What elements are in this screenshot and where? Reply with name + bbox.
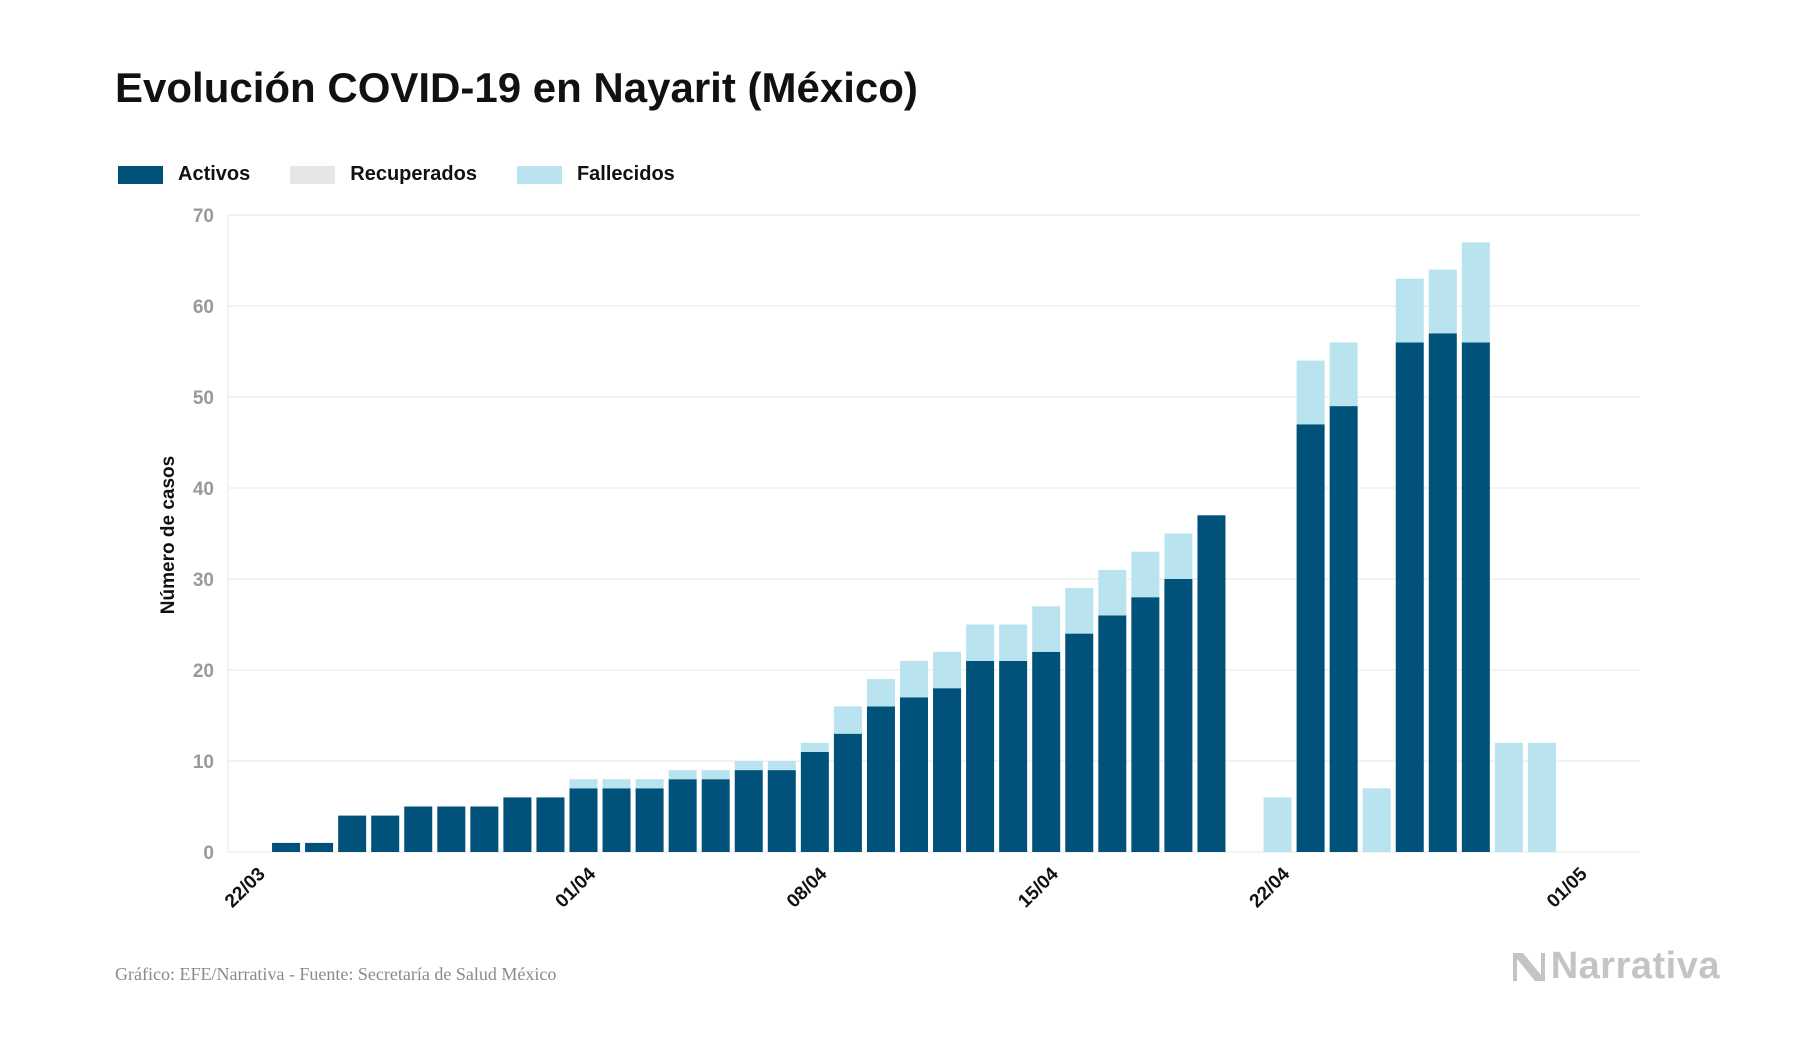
x-tick-label: 01/04	[552, 863, 601, 912]
bar-segment-activos	[371, 815, 400, 852]
bar-segment-fallecidos	[668, 770, 697, 780]
bar-segment-fallecidos	[900, 660, 928, 698]
x-tick-label: 15/04	[1014, 863, 1063, 912]
legend-swatch-recuperados	[290, 165, 336, 184]
narrativa-logo-icon	[1512, 952, 1545, 981]
y-tick-label: 10	[193, 752, 214, 773]
bar-segment-activos	[338, 815, 367, 852]
bar-segment-fallecidos	[1395, 278, 1424, 343]
bar-segment-fallecidos	[1098, 569, 1127, 616]
bar-segment-fallecidos	[734, 761, 763, 771]
bar-segment-fallecidos	[866, 679, 895, 707]
bar-segment-activos	[866, 706, 895, 852]
bar-segment-fallecidos	[1428, 269, 1457, 334]
y-axis-label: Número de casos	[158, 456, 179, 614]
y-tick-label: 70	[193, 206, 214, 227]
bar-segment-activos	[900, 697, 928, 852]
bar-segment-activos	[701, 779, 730, 852]
bar-segment-activos	[1428, 333, 1457, 852]
bar-segment-activos	[437, 806, 466, 852]
legend-item-fallecidos: Fallecidos	[516, 163, 675, 186]
bar-segment-fallecidos	[1032, 606, 1061, 652]
bar-segment-activos	[999, 660, 1028, 852]
bar-segment-activos	[1065, 633, 1094, 852]
bar-segment-activos	[272, 842, 301, 852]
bar-segment-activos	[734, 770, 763, 852]
bar-segment-activos	[1395, 342, 1424, 852]
bar-segment-activos	[635, 788, 664, 852]
bar-segment-fallecidos	[602, 779, 631, 789]
bar-segment-fallecidos	[1494, 742, 1523, 852]
bar-segment-activos	[800, 751, 829, 852]
bar-segment-activos	[536, 797, 565, 852]
narrativa-logo-text: Narrativa	[1550, 945, 1720, 987]
bar-segment-fallecidos	[1362, 788, 1391, 852]
bar-segment-activos	[1131, 597, 1160, 852]
bar-segment-activos	[1164, 579, 1193, 852]
y-tick-label: 40	[193, 479, 214, 500]
bar-segment-fallecidos	[800, 742, 829, 752]
x-tick-label: 08/04	[783, 863, 832, 912]
bar-segment-activos	[602, 788, 631, 852]
legend-item-recuperados: Recuperados	[290, 163, 477, 186]
legend-swatch-fallecidos	[516, 165, 562, 184]
bar-segment-fallecidos	[999, 624, 1028, 661]
bar-segment-activos	[1461, 342, 1490, 852]
bar-segment-activos	[1098, 615, 1127, 852]
y-tick-label: 60	[193, 297, 214, 318]
bar-segment-activos	[668, 779, 697, 852]
bar-segment-fallecidos	[1329, 342, 1358, 407]
bar-segment-activos	[767, 770, 796, 852]
chart-legend: Activos Recuperados Fallecidos	[118, 163, 715, 186]
bar-segment-activos	[966, 660, 995, 852]
bar-segment-activos	[569, 788, 598, 852]
bar-segment-fallecidos	[1131, 551, 1160, 598]
bar-segment-fallecidos	[1164, 533, 1193, 579]
narrativa-logo: Narrativa	[1511, 945, 1720, 988]
bar-segment-activos	[305, 842, 334, 852]
bar-segment-fallecidos	[1527, 742, 1556, 852]
bar-segment-fallecidos	[701, 770, 730, 780]
bar-segment-activos	[1197, 515, 1226, 852]
legend-label-activos: Activos	[178, 163, 251, 185]
bar-segment-fallecidos	[833, 706, 862, 734]
bar-segment-fallecidos	[569, 779, 598, 789]
bar-segment-activos	[470, 806, 499, 852]
bar-segment-activos	[833, 733, 862, 852]
legend-item-activos: Activos	[118, 163, 250, 186]
bar-segment-fallecidos	[635, 779, 664, 789]
legend-swatch-activos	[118, 165, 163, 184]
x-tick-labels: 22/03 01/04 08/04 15/04 22/04 01/05	[221, 863, 1592, 912]
y-tick-label: 50	[193, 388, 214, 409]
bar-segment-fallecidos	[966, 624, 995, 661]
y-tick-label: 20	[193, 661, 214, 682]
bar-segment-activos	[503, 797, 532, 852]
x-tick-label: 01/05	[1543, 863, 1592, 912]
bar-segment-activos	[933, 688, 962, 852]
bar-segment-activos	[1032, 651, 1061, 852]
bar-segment-fallecidos	[933, 651, 962, 689]
x-tick-label: 22/04	[1246, 863, 1295, 912]
bar-segment-fallecidos	[1296, 360, 1325, 425]
y-tick-label: 0	[203, 843, 214, 864]
bar-segment-fallecidos	[1065, 588, 1094, 634]
bar-segment-fallecidos	[1263, 797, 1292, 852]
bar-segment-fallecidos	[1461, 242, 1490, 343]
y-tick-labels: 0 10 20 30 40 50 60 70	[193, 206, 214, 864]
source-note: Gráfico: EFE/Narrativa - Fuente: Secreta…	[115, 964, 557, 984]
chart-title: Evolución COVID-19 en Nayarit (México)	[115, 64, 918, 111]
x-tick-label: 22/03	[221, 864, 269, 912]
y-tick-label: 30	[193, 570, 214, 591]
bars-layer	[272, 242, 1556, 852]
legend-label-recuperados: Recuperados	[350, 163, 477, 185]
bar-segment-activos	[404, 806, 433, 852]
bar-segment-fallecidos	[767, 761, 796, 771]
bar-segment-activos	[1329, 406, 1358, 852]
bar-segment-activos	[1296, 424, 1325, 852]
legend-label-fallecidos: Fallecidos	[576, 163, 675, 185]
